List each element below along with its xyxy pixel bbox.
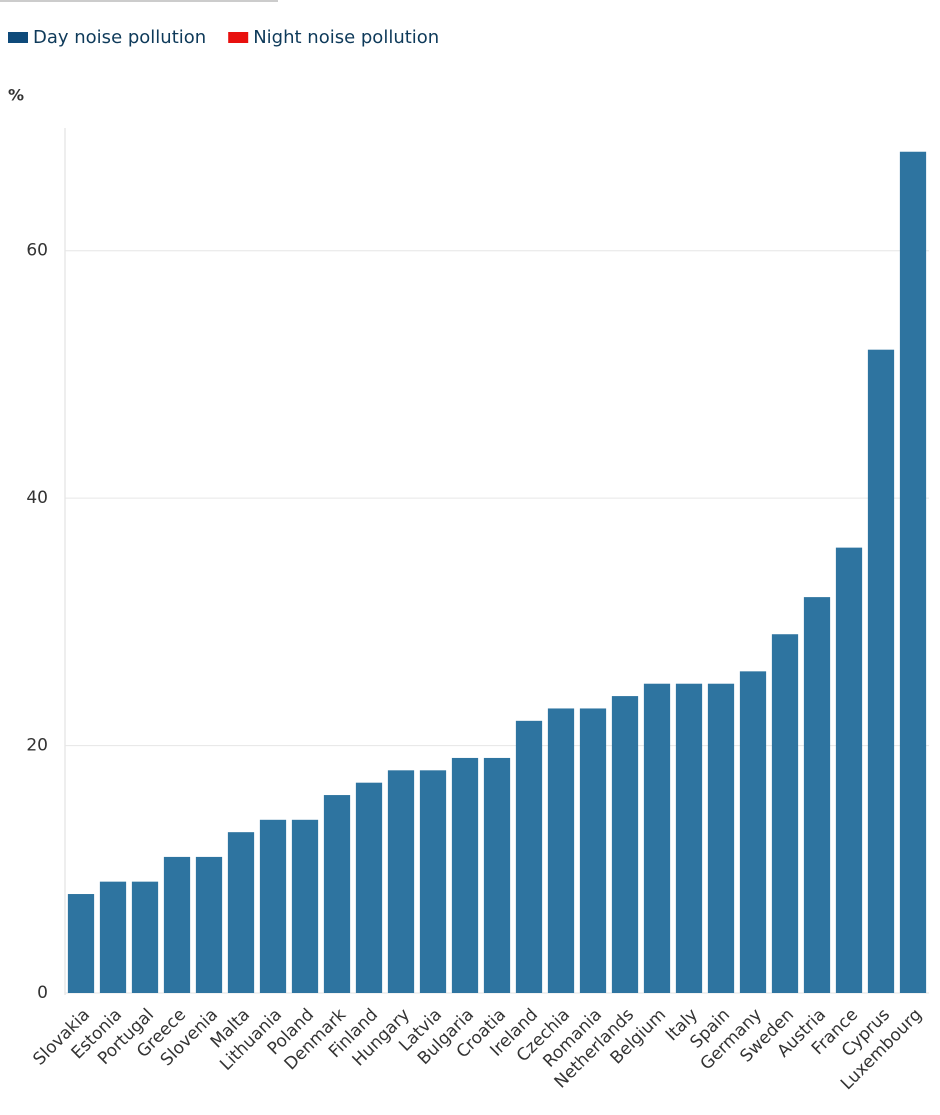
- bar: [451, 757, 479, 993]
- y-tick-label: 40: [26, 488, 48, 508]
- bar: [227, 832, 255, 993]
- bar: [707, 683, 735, 993]
- legend-label: Night noise pollution: [253, 27, 439, 48]
- bar: [483, 757, 511, 993]
- bar: [355, 782, 383, 993]
- bar: [259, 819, 287, 993]
- y-tick-label: 60: [26, 241, 48, 261]
- bar: [291, 819, 319, 993]
- y-tick-label: 0: [37, 983, 48, 1003]
- y-axis-label: %: [8, 86, 24, 105]
- bar: [803, 597, 831, 993]
- bar: [611, 696, 639, 993]
- bar: [419, 770, 447, 993]
- bar: [643, 683, 671, 993]
- bar: [899, 151, 927, 993]
- bar: [131, 881, 159, 993]
- bar: [387, 770, 415, 993]
- bar: [99, 881, 127, 993]
- legend-label: Day noise pollution: [33, 27, 206, 48]
- bar: [579, 708, 607, 993]
- bar: [835, 547, 863, 993]
- bar: [771, 634, 799, 993]
- bar: [675, 683, 703, 993]
- bar: [67, 894, 95, 993]
- bar: [195, 856, 223, 993]
- bar: [163, 856, 191, 993]
- bar: [323, 795, 351, 993]
- bar: [547, 708, 575, 993]
- legend-swatch: [8, 32, 28, 43]
- legend-swatch: [228, 32, 249, 43]
- bar: [515, 720, 543, 993]
- bar: [739, 671, 767, 993]
- y-tick-label: 20: [26, 736, 48, 756]
- bar: [867, 349, 895, 994]
